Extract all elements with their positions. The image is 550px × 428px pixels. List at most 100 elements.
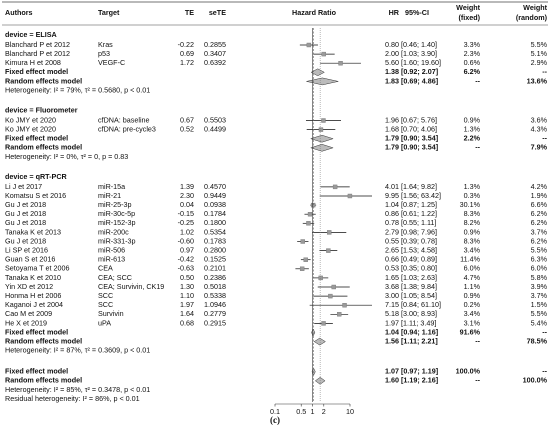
weight-fixed: 2.3% [464,49,481,58]
sete: 0.2800 [204,246,226,255]
x-tick-label: 0.5 [296,407,306,416]
weight-random: 5.5% [531,246,548,255]
hr-ci: 0.86 [0.61; 1.22] [385,209,437,218]
sete: 0.3407 [204,49,226,58]
weight-fixed: 3.4% [464,309,481,318]
weight-fixed: -- [475,76,480,85]
hr-square [321,321,326,326]
hr-ci: 1.56 [1.11; 2.21] [385,337,438,346]
target: miR-21 [98,191,121,200]
target: miR-152-3p [98,218,136,227]
sete: 0.1784 [204,209,226,218]
weight-fixed: -- [475,337,480,346]
model-label: Random effects model [5,143,82,152]
hr-ci: 1.79 [0.90; 3.54] [385,143,438,152]
target: SCC [98,300,113,309]
hr-square [338,61,343,66]
author: Gu J et 2018 [5,236,46,245]
target: miR-200c [98,227,129,236]
hr-square [318,127,324,132]
weight-random: 3.9% [531,282,548,291]
author: Cao M et 2009 [5,309,52,318]
te: 0.97 [180,246,194,255]
te: -0.60 [178,236,194,245]
weight-fixed: 2.2% [464,134,481,143]
author: Blanchard P et 2012 [5,40,70,49]
author: He X et 2019 [5,318,47,327]
hr-square [299,266,305,271]
weight-fixed: 1.3% [464,182,481,191]
hr-square [307,211,313,217]
hr-ci: 2.79 [0.98; 7.96] [385,227,437,236]
weight-random: -- [542,367,547,376]
sete: 0.5338 [204,291,226,300]
te: -0.42 [178,255,194,264]
model-label: Fixed effect model [5,327,68,336]
weight-fixed: 91.6% [460,327,481,336]
weight-random: 6.2% [531,236,548,245]
te: -0.22 [178,40,194,49]
target: miR-30c-5p [98,209,135,218]
author: Gu J et 2018 [5,200,46,209]
weight-fixed: 0.9% [464,227,481,236]
author: Tanaka K et 2013 [5,227,61,236]
hr-ci: 1.07 [0.97; 1.19] [385,367,438,376]
te: 2.30 [180,191,194,200]
te: 1.72 [180,58,194,67]
summary-diamond [311,328,316,337]
weight-random: 2.9% [531,58,548,67]
target: cfDNA: baseline [98,115,150,124]
te: 0.52 [180,125,194,134]
weight-random: 5.4% [531,318,548,327]
hr-ci: 7.15 [0.84; 61.10] [385,300,441,309]
te: 0.04 [180,200,194,209]
hr-ci: 3.00 [1.05; 8.54] [385,291,437,300]
author: Kimura H et 2008 [5,58,61,67]
residual-heterogeneity: Residual heterogeneity: I² = 86%, p < 0.… [5,394,140,403]
header-weight-random: (random) [516,13,548,22]
model-label: Random effects model [5,376,82,385]
target: miR-331-3p [98,236,136,245]
weight-fixed: 1.3% [464,125,481,134]
weight-random: 6.6% [531,200,548,209]
te: 1.39 [180,182,194,191]
weight-random: -- [542,134,547,143]
hr-ci: 9.95 [1.56; 63.42] [385,191,441,200]
hr-square [332,184,338,190]
target: miR-15a [98,182,125,191]
target: miR-25-3p [98,200,132,209]
weight-random: 6.2% [531,218,548,227]
te: -0.25 [178,218,194,227]
author: Li SP et 2016 [5,246,48,255]
header-ci: 95%-CI [405,8,429,17]
weight-random: 3.7% [531,227,548,236]
target: CEA; Survivin, CK19 [98,282,164,291]
target: uPA [98,318,111,327]
header-weight-fixed: Weight [456,3,480,12]
weight-random: 6.3% [531,255,548,264]
weight-random: 1.9% [531,191,548,200]
weight-fixed: 6.0% [464,264,481,273]
sete: 0.2855 [204,40,226,49]
te: 0.67 [180,115,194,124]
weight-random: 6.2% [531,209,548,218]
heterogeneity: Heterogeneity: I² = 0%, τ² = 0, p = 0.83 [5,152,128,161]
target: CEA [98,264,113,273]
author: Kaganoi J et 2004 [5,300,63,309]
summary-diamond [309,144,334,152]
te: 0.68 [180,318,194,327]
hr-ci: 1.97 [1.11; 3.49] [385,318,436,327]
hr-ci: 0.78 [0.55; 1.11] [385,218,436,227]
te: 1.02 [180,227,194,236]
hr-ci: 1.38 [0.92; 2.07] [385,67,438,76]
target: p53 [98,49,110,58]
heterogeneity: Heterogeneity: I² = 79%, τ² = 0.5680, p … [5,85,150,94]
weight-random: 5.8% [531,273,548,282]
author: Komatsu S et 2016 [5,191,66,200]
hr-ci: 1.65 [1.03; 2.63] [385,273,437,282]
hr-square [337,312,342,317]
weight-random: 5.1% [531,49,548,58]
weight-fixed: 11.4% [460,255,480,264]
model-label: Fixed effect model [5,67,68,76]
weight-fixed: -- [475,376,480,385]
